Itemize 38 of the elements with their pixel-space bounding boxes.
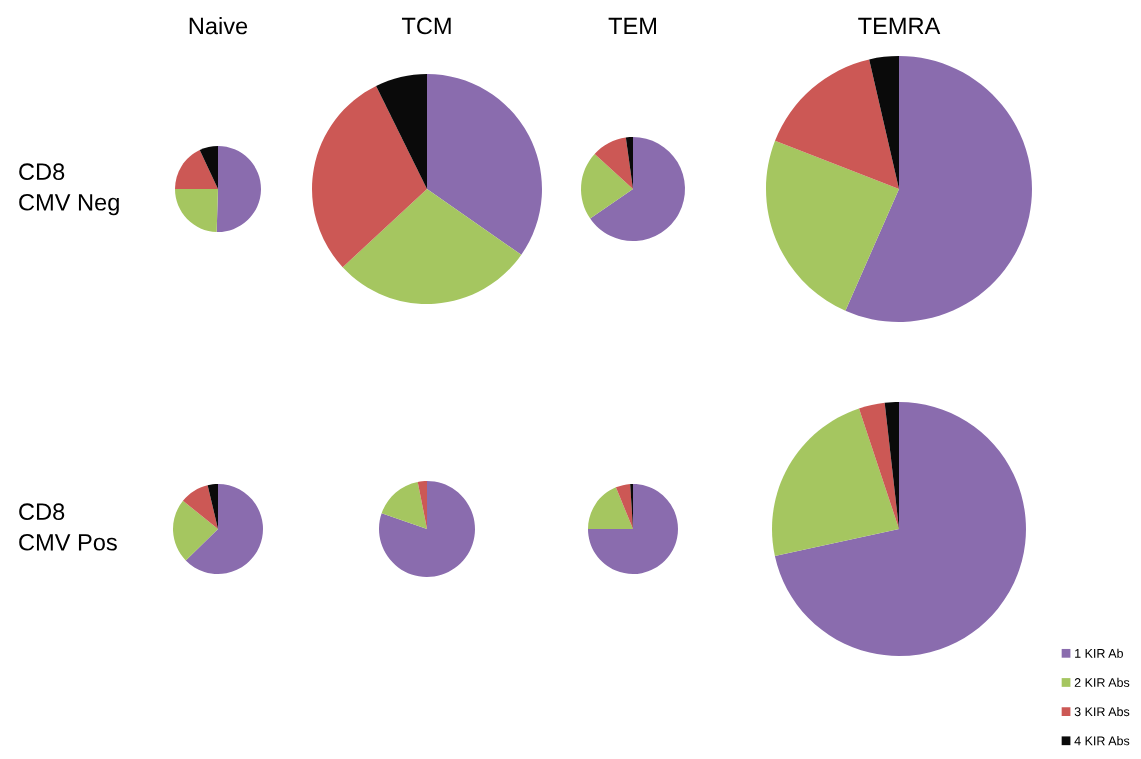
pie-slice [869,56,899,189]
pie-slice [590,137,685,241]
text: CD8 CMV Pos [19,503,117,551]
pie-slice [594,137,633,189]
legend-label: 2 KIR Abs [1074,677,1130,687]
pie-slice [766,140,899,311]
chart-title: Naive [189,17,248,35]
pie-slice [581,153,633,219]
pie-slice [173,500,218,561]
pie-slice [775,59,899,189]
pie-slice [427,74,542,255]
chart-title: TCM [401,17,451,35]
pie-slice [417,481,427,529]
pie-slice [859,402,899,529]
pie-slice [774,402,1026,656]
pie-slice [381,481,427,529]
pie-slice [182,485,218,529]
pie-slice [175,150,218,189]
pie-slice [588,484,678,574]
pie-slice [207,484,218,529]
legend-label: 3 KIR Abs [1074,706,1130,717]
chart-title: TEMRA [858,17,941,35]
pie-slice [216,146,261,232]
pie-slice [199,146,218,189]
pie-slice [342,189,522,304]
pie-slice [185,484,263,574]
legend-label: 1 KIR Ab [1075,648,1123,658]
pie-slice [772,408,899,556]
pie-slice [615,484,633,529]
pie-slice [379,481,475,577]
chart-title: TEM [608,17,656,35]
pie-slice [845,56,1032,322]
text: CD8 CMV Neg [19,163,119,216]
pie-slice [175,189,218,232]
legend-label: 4 KIR Abs [1074,736,1130,746]
pie-slice [312,85,427,268]
pie-slice [588,487,633,529]
pie-slice [376,74,427,189]
